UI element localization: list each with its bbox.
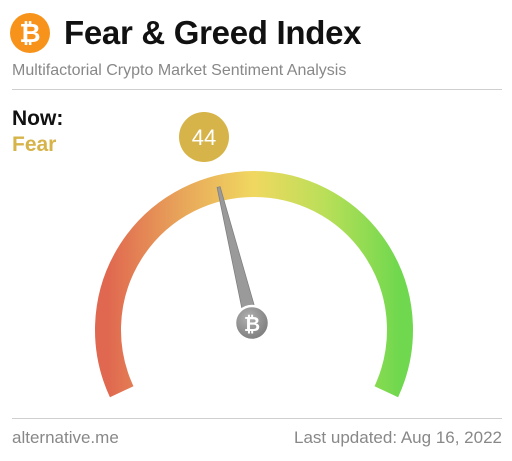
- sentiment-classification: Fear: [12, 133, 57, 156]
- bitcoin-icon: ₿: [10, 13, 50, 53]
- gauge-needle: [216, 186, 260, 326]
- value-badge: [179, 112, 229, 162]
- page-subtitle: Multifactorial Crypto Market Sentiment A…: [12, 62, 347, 79]
- gauge-center-cap: [233, 304, 271, 342]
- header: ₿ Fear & Greed Index: [10, 13, 362, 53]
- page-title: Fear & Greed Index: [64, 14, 362, 51]
- last-updated-date: Aug 16, 2022: [400, 428, 502, 447]
- index-value: 44: [192, 125, 216, 150]
- source-link[interactable]: alternative.me: [12, 428, 119, 447]
- header-divider: [12, 89, 502, 90]
- last-updated: Last updated: Aug 16, 2022: [294, 428, 502, 448]
- last-updated-label: Last updated:: [294, 428, 398, 447]
- gauge-arc: [95, 171, 413, 398]
- now-label: Now:: [12, 107, 64, 130]
- bitcoin-icon: ₿: [244, 312, 260, 336]
- footer-divider: [12, 418, 502, 419]
